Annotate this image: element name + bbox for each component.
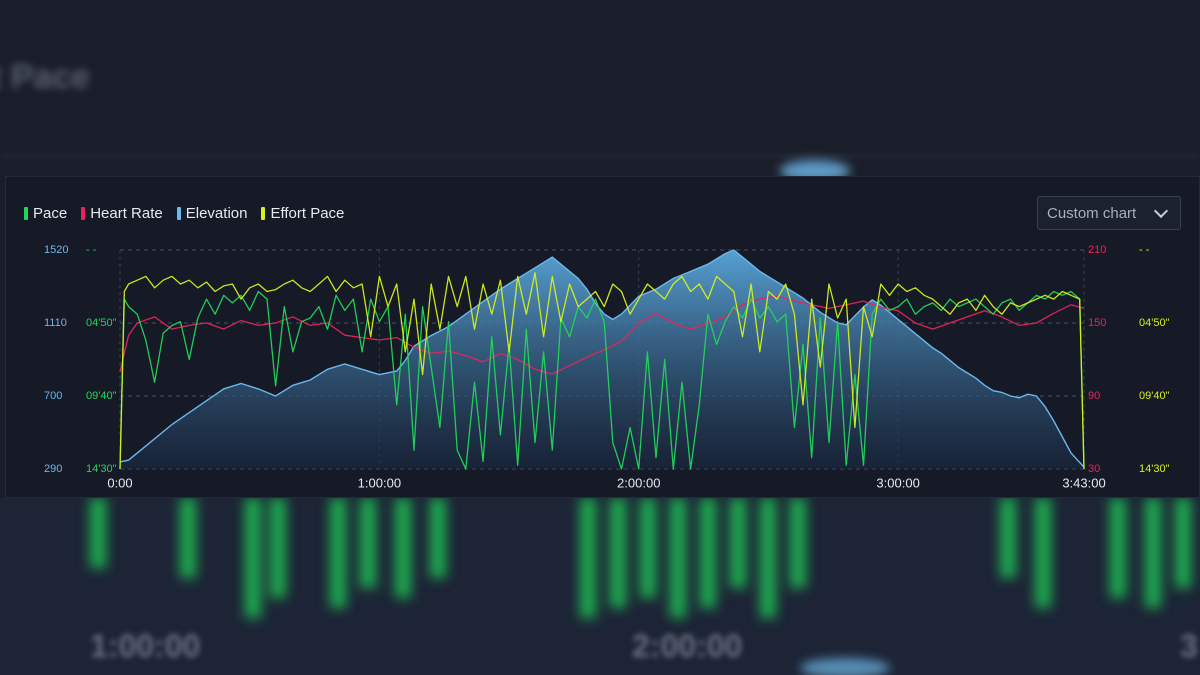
legend-label-heart-rate: Heart Rate — [90, 205, 163, 222]
legend-swatch-heart-rate — [81, 207, 86, 220]
legend-label-effort-pace: Effort Pace — [270, 205, 345, 222]
x-tick-label: 0:00 — [107, 475, 132, 490]
background-mini-chart-bar — [245, 498, 261, 618]
y-tick-label-effort-pace: 09'40" — [1139, 390, 1170, 402]
x-tick-label: 3:43:00 — [1062, 475, 1105, 490]
y-tick-label-heart-rate: 210 — [1088, 244, 1106, 256]
background-divider — [0, 155, 1200, 157]
series-layer — [119, 249, 1085, 470]
y-tick-label-elevation: 1110 — [44, 317, 67, 329]
background-mini-chart-bar — [180, 498, 196, 578]
background-mini-chart-bar — [1145, 498, 1161, 608]
legend-item-heart-rate[interactable]: Heart Rate — [81, 205, 163, 222]
y-tick-label-pace: - - — [86, 244, 97, 256]
axis-layer: 290 14'30" 30 14'30" 700 09'40" 90 09'40" 1110 04… — [44, 244, 1170, 491]
background-mini-chart-bar — [1175, 498, 1191, 588]
x-tick-label: 3:00:00 — [876, 475, 919, 490]
y-tick-label-heart-rate: 150 — [1088, 317, 1106, 329]
background-mini-chart-bar — [330, 498, 346, 608]
y-tick-label-elevation: 290 — [44, 463, 62, 475]
background-time-label: 1:00:00 — [90, 628, 201, 664]
legend-item-effort-pace[interactable]: Effort Pace — [261, 205, 344, 222]
background-mini-chart-bar — [670, 498, 686, 618]
y-tick-label-elevation: 1520 — [44, 244, 68, 256]
background-mini-chart-bars — [90, 498, 1191, 618]
background-time-label: 2:00:00 — [632, 628, 743, 664]
background-mini-chart-bar — [790, 498, 806, 588]
background-mini-chart-bar — [430, 498, 446, 578]
activity-chart: 290 14'30" 30 14'30" 700 09'40" 90 09'40" 1110 04… — [44, 244, 1170, 491]
background-mini-chart-bar — [270, 498, 286, 598]
legend-swatch-effort-pace — [261, 207, 266, 220]
background-mini-chart: 1:00:00 2:00:00 3 — [0, 498, 1200, 675]
series-line-effort-pace — [119, 272, 1085, 470]
background-mini-chart-bar — [760, 498, 776, 618]
y-tick-label-effort-pace: - - — [1139, 244, 1150, 256]
series-area-elevation — [120, 250, 1084, 469]
y-tick-label-heart-rate: 30 — [1088, 463, 1100, 475]
y-tick-label-pace: 09'40" — [86, 390, 117, 402]
custom-chart-dropdown[interactable]: Custom chart — [1037, 196, 1181, 230]
legend-item-pace[interactable]: Pace — [24, 205, 67, 222]
y-tick-label-pace: 14'30" — [86, 463, 117, 475]
y-tick-label-pace: 04'50" — [86, 317, 117, 329]
background-mini-chart-bar — [90, 498, 106, 568]
legend-label-pace: Pace — [33, 205, 68, 222]
legend-swatch-pace — [24, 207, 28, 220]
x-tick-label: 2:00:00 — [617, 475, 660, 490]
x-tick-label: 1:00:00 — [358, 475, 401, 490]
chart-legend: Pace Heart Rate Elevation Effort Pace — [24, 205, 344, 222]
background-mini-chart-bar — [730, 498, 746, 588]
background-mini-chart-bar — [580, 498, 596, 618]
custom-chart-dropdown-label: Custom chart — [1047, 204, 1137, 222]
series-line-heart-rate — [119, 295, 1085, 375]
background-mini-chart-bar — [640, 498, 656, 598]
background-mini-chart-bar — [610, 498, 626, 608]
y-tick-label-effort-pace: 04'50" — [1139, 317, 1170, 329]
series-line-elevation — [119, 249, 1085, 468]
background-mini-chart-bar — [360, 498, 376, 588]
background-mini-chart-bar — [1110, 498, 1126, 598]
y-tick-label-effort-pace: 14'30" — [1139, 463, 1170, 475]
background-time-label: 3 — [1180, 628, 1198, 664]
y-tick-label-elevation: 700 — [44, 390, 62, 402]
background-mini-chart-bar — [700, 498, 716, 608]
series-line-pace — [119, 290, 1085, 470]
chart-panel: Pace Heart Rate Elevation Effort Pace Cu… — [5, 176, 1200, 498]
legend-label-elevation: Elevation — [185, 205, 248, 222]
background-mini-chart-bar — [1035, 498, 1051, 608]
y-tick-label-heart-rate: 90 — [1088, 390, 1100, 402]
legend-swatch-elevation — [176, 207, 181, 220]
background-elevation-blob — [800, 658, 890, 675]
background-mini-chart-bar — [1000, 498, 1016, 578]
background-page-title: t Pace — [0, 58, 91, 96]
background-mini-chart-bar — [395, 498, 411, 598]
legend-item-elevation[interactable]: Elevation — [176, 205, 248, 222]
